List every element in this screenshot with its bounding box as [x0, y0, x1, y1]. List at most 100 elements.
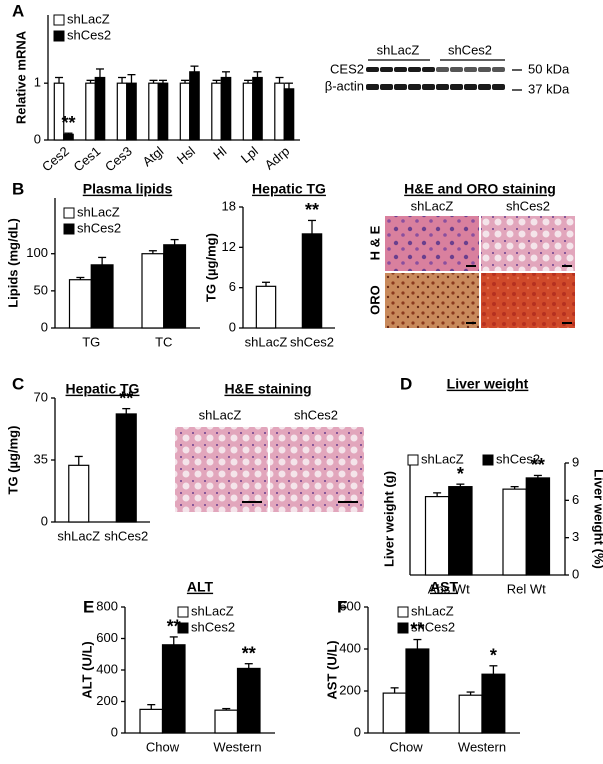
significance: ** — [119, 388, 133, 408]
chart-title: Hepatic TG — [252, 181, 326, 197]
error-bar — [284, 82, 293, 89]
y2-tick-label: 0 — [572, 566, 579, 581]
bar — [211, 82, 222, 141]
x-tick-label: Western — [458, 739, 506, 754]
y-axis-label: AST (U/L) — [324, 640, 339, 699]
y-tick-label: 600 — [96, 630, 118, 645]
chart-title: ALT — [187, 579, 214, 595]
error-bar — [275, 76, 284, 84]
y-tick-label: 1 — [34, 75, 41, 90]
y-tick-label: 70 — [34, 389, 48, 404]
bar — [85, 82, 96, 141]
bar — [255, 285, 277, 329]
x-tick-label: shCes2 — [104, 528, 148, 543]
blot-band — [464, 67, 477, 72]
error-bar — [262, 281, 270, 287]
y-tick-label: 0 — [111, 724, 118, 739]
bar — [236, 667, 261, 734]
y-tick-label: 0 — [354, 724, 361, 739]
x-tick-label: Ces1 — [70, 143, 103, 174]
bar — [458, 694, 483, 734]
bar — [242, 82, 254, 141]
error-bar — [433, 492, 442, 497]
error-bar — [489, 665, 498, 675]
bar — [283, 88, 295, 141]
x-tick-label: Rel Wt — [507, 581, 546, 596]
error-bar — [98, 256, 107, 265]
marker-label: 50 kDa — [528, 61, 570, 76]
micrograph — [385, 273, 479, 328]
blot-band — [450, 84, 463, 90]
bar — [139, 708, 164, 734]
blot-band — [422, 67, 435, 72]
blot-band — [436, 67, 449, 72]
significance: ** — [242, 643, 256, 663]
bar — [157, 82, 169, 141]
legend-label: shLacZ — [411, 603, 454, 618]
y2-tick-label: 3 — [572, 529, 579, 544]
significance: ** — [305, 200, 319, 220]
y-axis-label: ALT (U/L) — [79, 641, 94, 699]
blot-band-label: CES2 — [330, 61, 364, 76]
legend-swatch — [53, 14, 65, 26]
error-bar — [74, 455, 83, 466]
significance: ** — [61, 113, 75, 133]
bar — [116, 82, 128, 141]
x-tick-label: Chow — [389, 739, 423, 754]
error-bar — [253, 71, 262, 78]
y-axis-label: Liver weight (g) — [381, 471, 396, 567]
x-tick-label: Chow — [146, 739, 180, 754]
error-bar — [55, 76, 64, 84]
legend-swatch — [63, 223, 75, 235]
y-tick-label: 400 — [339, 640, 361, 655]
error-bar — [510, 485, 519, 490]
blot-band — [408, 67, 421, 72]
legend-swatch — [63, 207, 75, 219]
micrograph — [175, 427, 268, 512]
legend-label: shLacZ — [77, 204, 120, 219]
error-bar — [190, 65, 199, 72]
y-axis-label: TG (µg/mg) — [5, 426, 20, 495]
bar — [220, 76, 232, 141]
row-label: ORO — [367, 285, 382, 315]
chart-title: Liver weight — [447, 376, 529, 392]
legend-label: shCes2 — [77, 220, 121, 235]
legend-swatch — [397, 622, 409, 634]
column-label: shLacZ — [199, 407, 242, 422]
blot-band — [492, 84, 505, 90]
bar — [148, 82, 159, 141]
legend-label: shLacZ — [191, 603, 234, 618]
x-tick-label: shCes2 — [290, 334, 334, 349]
bar — [94, 76, 106, 141]
blot-band — [366, 84, 379, 90]
error-bar — [169, 636, 178, 645]
bar — [252, 76, 263, 141]
bar — [405, 648, 430, 734]
blot-band — [436, 84, 449, 90]
y-tick-label: 600 — [339, 598, 361, 613]
blot-band — [422, 84, 435, 90]
bar — [189, 71, 200, 141]
legend-label: shCes2 — [191, 619, 235, 634]
blot-band — [366, 67, 379, 72]
bar — [382, 692, 407, 734]
bar — [424, 496, 450, 576]
chart-title: Hepatic TG — [66, 381, 140, 397]
panel-letter: F — [337, 597, 347, 616]
chart-title: Plasma lipids — [83, 181, 173, 197]
legend-swatch — [177, 622, 189, 634]
x-tick-label: Atgl — [140, 143, 167, 169]
y-axis-label: TG (µg/mg) — [203, 233, 218, 302]
blot-band — [492, 67, 505, 72]
legend-swatch — [407, 454, 419, 466]
error-bar — [308, 219, 316, 234]
micrograph — [270, 427, 364, 512]
error-bar — [413, 638, 422, 649]
legend-swatch — [177, 606, 189, 618]
bar — [274, 82, 285, 141]
panel-letter: E — [83, 597, 94, 616]
blot-band — [408, 84, 421, 90]
error-bar — [466, 691, 475, 696]
error-bar — [86, 79, 95, 84]
